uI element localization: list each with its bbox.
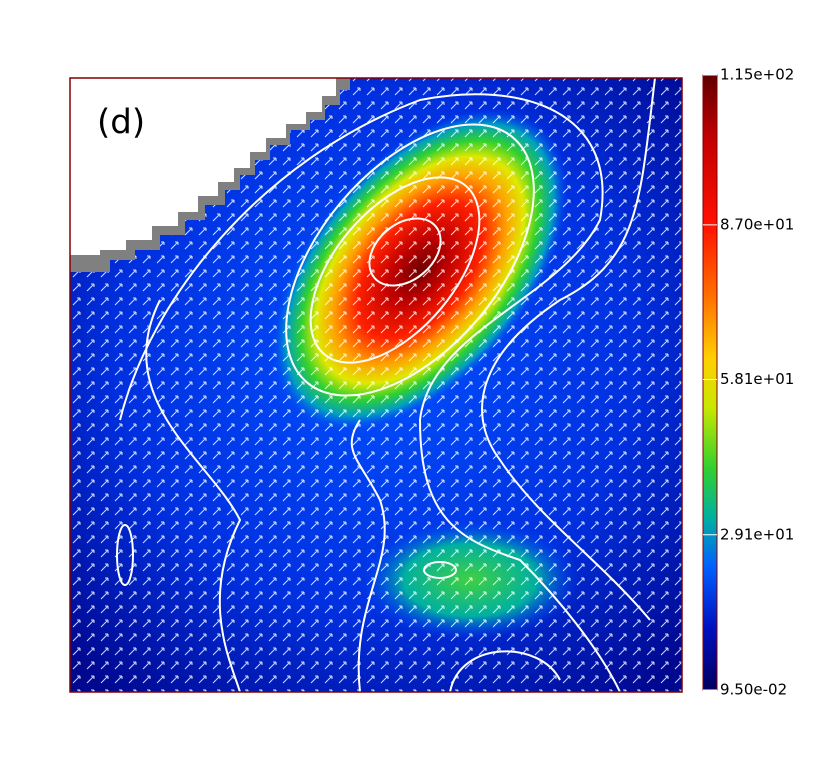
colorbar-tick-label: 8.70e+01 (720, 215, 794, 233)
colorbar-tick-label: 2.91e+01 (720, 525, 794, 543)
panel-label: (d) (97, 103, 145, 143)
colorbar-tick-label: 5.81e+01 (720, 370, 794, 388)
heatmap (70, 78, 682, 692)
plot-frame (69, 77, 683, 693)
colorbar (702, 74, 718, 691)
colorbar-tick-label: 1.15e+02 (720, 66, 794, 84)
colorbar-tick-label: 9.50e-02 (720, 681, 787, 699)
